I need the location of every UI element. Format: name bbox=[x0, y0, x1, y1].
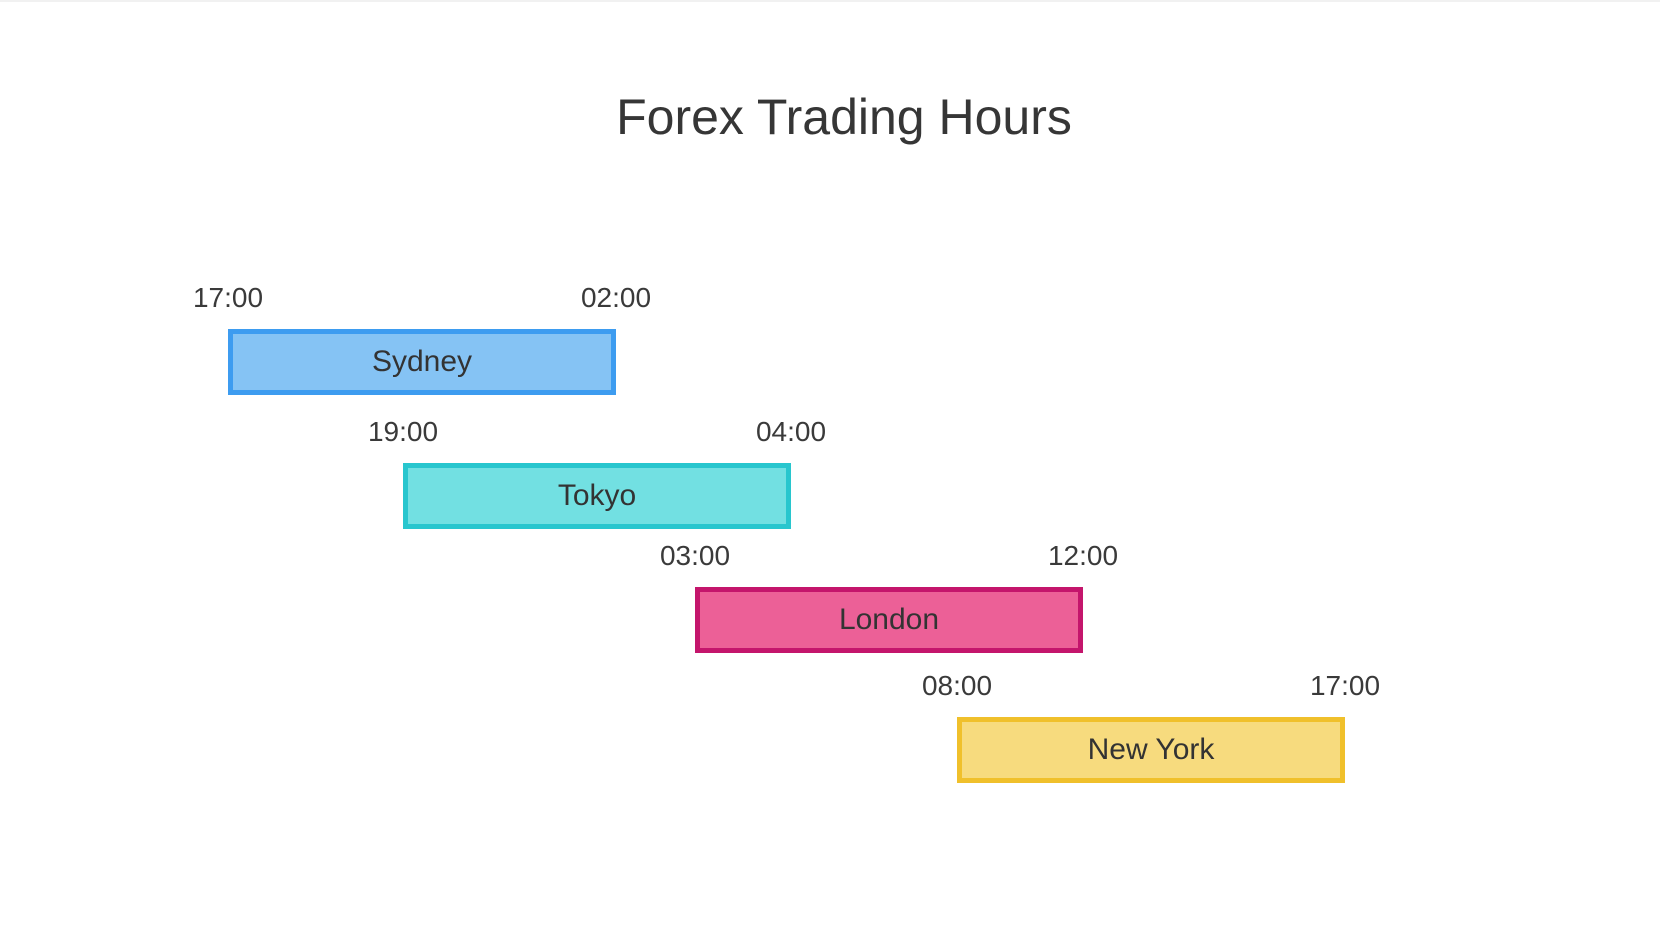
tokyo-start-time-label: 19:00 bbox=[367, 416, 439, 447]
london-bar-label: London bbox=[838, 603, 940, 636]
london-start-time-label: 03:00 bbox=[659, 540, 731, 571]
sydney-start-time-label: 17:00 bbox=[192, 282, 264, 313]
tokyo-bar-label: Tokyo bbox=[557, 479, 637, 512]
sydney-end-time-label: 02:00 bbox=[580, 282, 652, 313]
tokyo-end-time-label: 04:00 bbox=[755, 416, 827, 447]
london-end-time-label: 12:00 bbox=[1047, 540, 1119, 571]
new-york-session-bar: New York bbox=[957, 717, 1345, 783]
new-york-end-time-label: 17:00 bbox=[1309, 670, 1381, 701]
tokyo-session-bar: Tokyo bbox=[403, 463, 791, 529]
chart-title: Forex Trading Hours bbox=[616, 89, 1072, 145]
session-row-new-york: 08:00 17:00 New York bbox=[922, 672, 1380, 783]
session-row-tokyo: 19:00 04:00 Tokyo bbox=[368, 418, 826, 529]
sydney-session-bar: Sydney bbox=[228, 329, 616, 395]
london-session-bar: London bbox=[695, 587, 1083, 653]
new-york-bar-label: New York bbox=[1087, 733, 1215, 766]
new-york-start-time-label: 08:00 bbox=[921, 670, 993, 701]
sydney-bar-label: Sydney bbox=[371, 345, 473, 378]
session-row-sydney: 17:00 02:00 Sydney bbox=[193, 284, 651, 395]
session-row-london: 03:00 12:00 London bbox=[660, 542, 1118, 653]
